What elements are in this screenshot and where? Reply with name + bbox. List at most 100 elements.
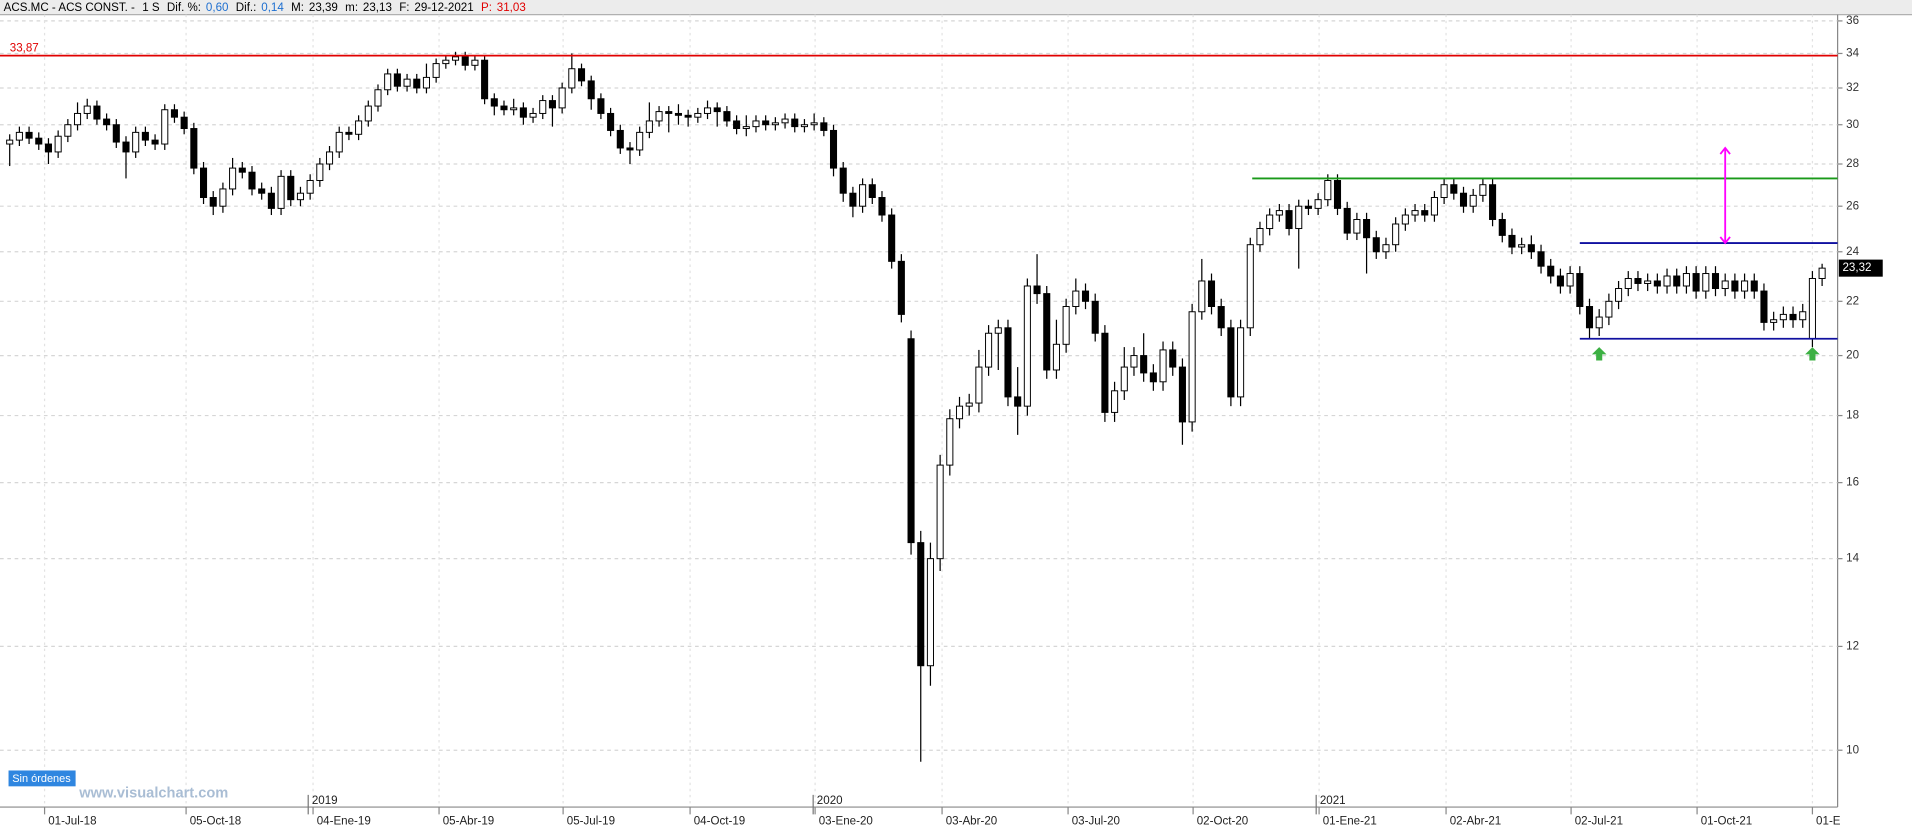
candle-body bbox=[1227, 327, 1235, 398]
candle-body bbox=[1043, 293, 1051, 371]
candle-body bbox=[1246, 244, 1254, 329]
candle-body bbox=[1527, 244, 1535, 253]
candle-body bbox=[161, 109, 169, 145]
x-tick-label: 05-Jul-19 bbox=[567, 816, 615, 828]
candle-body bbox=[132, 131, 140, 153]
candle-body bbox=[723, 111, 731, 122]
candle-body bbox=[122, 141, 130, 153]
candle-body bbox=[946, 418, 954, 466]
header-text: 23,13 bbox=[363, 2, 392, 14]
candle-body bbox=[93, 105, 101, 120]
candle-body bbox=[665, 111, 673, 114]
candle-body bbox=[64, 124, 72, 137]
candle-body bbox=[316, 163, 324, 181]
x-tick-label: 04-Oct-19 bbox=[694, 816, 745, 828]
y-tick-label: 14 bbox=[1846, 553, 1859, 565]
candle-body bbox=[1750, 280, 1758, 292]
candle-body bbox=[1450, 184, 1458, 194]
candle-body bbox=[1004, 327, 1012, 398]
candle-body bbox=[103, 118, 111, 126]
candle-body bbox=[539, 100, 547, 114]
candle-body bbox=[713, 107, 721, 113]
candle-body bbox=[1091, 300, 1099, 334]
candle-body bbox=[393, 73, 401, 87]
candle-body bbox=[1770, 319, 1778, 323]
candle-body bbox=[1741, 280, 1749, 292]
x-tick-label: 04-Ene-19 bbox=[317, 816, 371, 828]
candle-body bbox=[994, 327, 1002, 334]
candle-body bbox=[1489, 184, 1497, 220]
candle-body bbox=[1663, 275, 1671, 287]
candle-body bbox=[859, 184, 867, 207]
candle-body bbox=[1401, 214, 1409, 225]
candle-body bbox=[868, 184, 876, 198]
candle-body bbox=[1275, 210, 1283, 216]
candle-body bbox=[1644, 280, 1652, 284]
candle-body bbox=[1382, 244, 1390, 253]
candle-body bbox=[461, 56, 469, 66]
last-price-label: 23,32 bbox=[1842, 262, 1871, 274]
candle-body bbox=[54, 135, 62, 153]
candle-body bbox=[1411, 210, 1419, 216]
candle-body bbox=[1140, 355, 1148, 374]
candle-body bbox=[1585, 306, 1594, 329]
candle-body bbox=[684, 114, 692, 118]
candle-body bbox=[1198, 280, 1206, 313]
candle-body bbox=[1508, 234, 1516, 248]
candle-body bbox=[287, 175, 295, 201]
x-tick-label: 01-Jul-18 bbox=[48, 816, 96, 828]
y-tick-label: 16 bbox=[1846, 477, 1859, 489]
header-text: 1 S bbox=[142, 2, 160, 14]
candle-body bbox=[403, 78, 411, 87]
candle-body bbox=[1081, 290, 1090, 302]
candle-body bbox=[1430, 197, 1438, 216]
candle-body bbox=[645, 120, 653, 133]
up-marker bbox=[1805, 347, 1820, 361]
header-text: F: bbox=[399, 2, 409, 14]
candle-body bbox=[1062, 306, 1070, 345]
candle-body bbox=[490, 98, 498, 107]
badge: Sin órdenes bbox=[12, 773, 71, 785]
candle-body bbox=[1760, 290, 1768, 323]
candle-body bbox=[1188, 311, 1196, 423]
candle-body bbox=[170, 109, 178, 118]
candle-body bbox=[500, 105, 508, 111]
candle-body bbox=[1721, 280, 1729, 290]
y-tick-label: 32 bbox=[1846, 82, 1859, 94]
y-tick-label: 20 bbox=[1846, 350, 1859, 362]
candle-body bbox=[878, 197, 886, 216]
candle-body bbox=[1469, 194, 1477, 207]
candle-body bbox=[1169, 349, 1177, 368]
candle-body bbox=[1421, 210, 1429, 216]
candle-body bbox=[888, 214, 896, 262]
candle-body bbox=[1372, 237, 1380, 253]
candle-body bbox=[791, 118, 799, 128]
candle-body bbox=[587, 80, 595, 100]
candle-body bbox=[771, 122, 779, 126]
x-tick-label: 02-Abr-21 bbox=[1450, 816, 1502, 828]
candle-body bbox=[35, 137, 43, 145]
candle-body bbox=[1595, 316, 1603, 329]
candle-body bbox=[355, 120, 363, 135]
x-tick-label: 01-E bbox=[1816, 816, 1841, 828]
candle-body bbox=[1266, 214, 1274, 230]
y-tick-label: 12 bbox=[1846, 640, 1859, 652]
candle-body bbox=[907, 338, 915, 544]
marks bbox=[0, 51, 1883, 762]
candle-body bbox=[636, 131, 644, 151]
header-text: P: bbox=[481, 2, 492, 14]
candle-body bbox=[1576, 273, 1584, 308]
candle-body bbox=[1459, 192, 1468, 207]
candle-body bbox=[1673, 275, 1681, 287]
candle-body bbox=[248, 171, 256, 190]
y-tick-label: 30 bbox=[1846, 119, 1859, 131]
candle-body bbox=[519, 107, 527, 118]
candle-body bbox=[733, 120, 741, 130]
candle-body bbox=[529, 112, 537, 118]
candle-body bbox=[558, 87, 566, 109]
candle-body bbox=[25, 131, 33, 139]
candle-body bbox=[141, 131, 149, 141]
candle-body bbox=[1653, 280, 1661, 287]
